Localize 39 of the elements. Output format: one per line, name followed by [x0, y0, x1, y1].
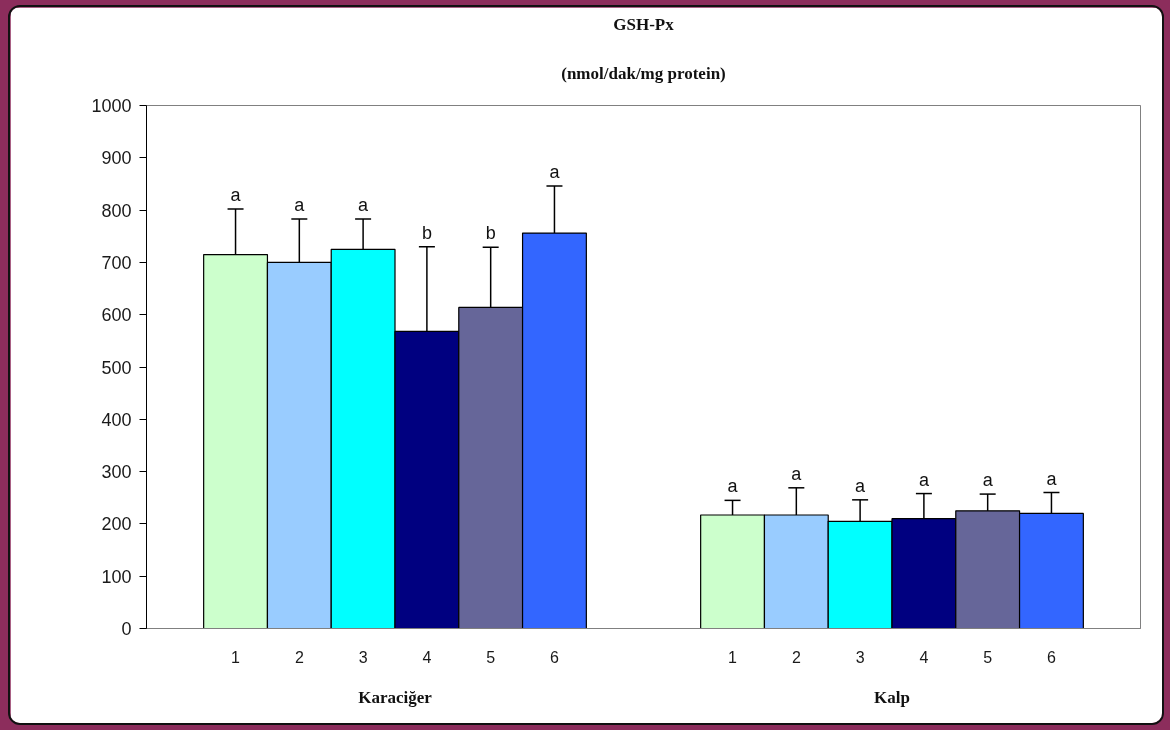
- y-tick-label: 700: [101, 252, 132, 273]
- series-label: 2: [294, 648, 304, 666]
- y-tick-label: 800: [101, 200, 132, 221]
- annotation: a: [918, 469, 930, 490]
- text: 3: [855, 648, 865, 666]
- annotation: b: [421, 222, 432, 243]
- y-tick-label: 400: [101, 409, 132, 430]
- text: 1: [728, 648, 737, 666]
- series-label: 4: [422, 648, 432, 666]
- x-tick-label: Karaciğer: [358, 687, 433, 707]
- annotation: a: [1046, 468, 1058, 489]
- annotation: a: [358, 194, 370, 215]
- text: 5: [983, 648, 993, 666]
- annotation: a: [230, 185, 242, 206]
- series-label: 1: [231, 648, 241, 666]
- series-label: 6: [550, 648, 559, 666]
- chart-title: GSH-Px: [613, 14, 675, 34]
- annotation: a: [791, 463, 803, 484]
- text: 2: [791, 648, 801, 666]
- text: 6: [1047, 648, 1056, 666]
- x-tick-label: Kalp: [874, 687, 910, 707]
- y-tick-label: 900: [101, 148, 132, 169]
- annotation: a: [549, 162, 561, 183]
- annotation: a: [982, 470, 994, 491]
- y-tick-label: 200: [101, 514, 132, 535]
- y-tick-label: 500: [101, 357, 132, 378]
- series-label: 5: [486, 648, 496, 666]
- y-tick-label: 100: [101, 566, 132, 587]
- chart-subtitle: (nmol/dak/mg protein): [561, 63, 726, 83]
- series-label: 3: [358, 648, 368, 666]
- y-tick-label: 0: [121, 619, 132, 639]
- annotation: a: [727, 476, 739, 497]
- annotation: a: [855, 475, 867, 496]
- annotation: a: [294, 194, 306, 215]
- annotation: b: [485, 223, 496, 244]
- y-tick-label: 600: [101, 305, 132, 326]
- y-tick-label: 300: [101, 462, 132, 483]
- y-tick-label: 1000: [91, 96, 132, 116]
- text: 4: [919, 648, 929, 666]
